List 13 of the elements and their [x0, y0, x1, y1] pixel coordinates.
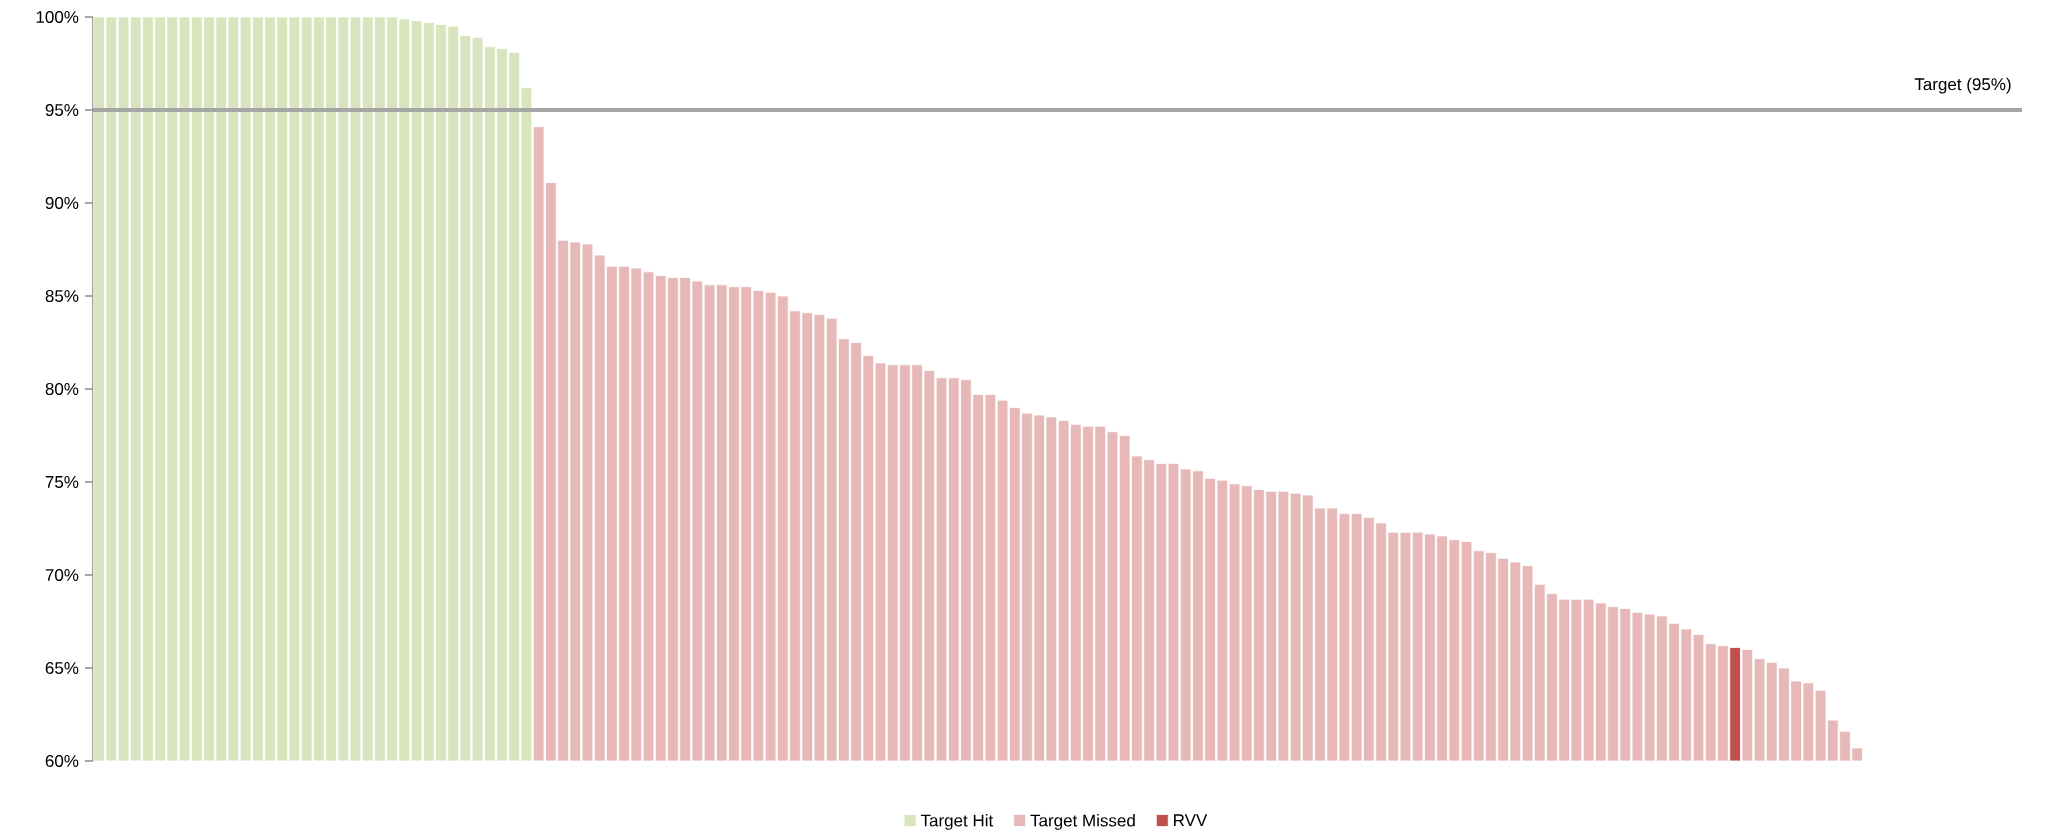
- y-tick-label: 70%: [45, 569, 79, 582]
- y-tick-label: 80%: [45, 383, 79, 396]
- legend-label: Target Missed: [1030, 814, 1135, 830]
- ref-line-label: Target (95%): [1914, 77, 2011, 94]
- y-tick-label: 65%: [45, 662, 79, 675]
- legend-label: RVV: [1174, 814, 1208, 827]
- y-tick-label: 100%: [36, 11, 79, 24]
- y-tick-label: 85%: [45, 290, 79, 303]
- y-tick-label: 90%: [45, 197, 79, 210]
- y-tick-label: 60%: [45, 755, 79, 768]
- legend-label: Target Hit: [920, 814, 994, 830]
- y-tick-label: 75%: [45, 476, 79, 489]
- y-tick-label: 95%: [45, 104, 79, 117]
